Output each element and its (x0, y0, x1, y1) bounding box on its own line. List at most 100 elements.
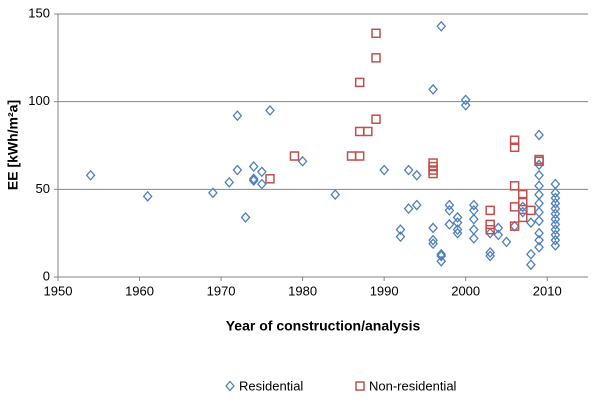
x-tick-label: 1970 (207, 283, 236, 298)
point (85, 169, 96, 181)
point (444, 218, 455, 230)
legend-label: Residential (239, 378, 303, 393)
point (452, 217, 463, 229)
point (460, 94, 471, 106)
point (395, 231, 406, 243)
point (436, 248, 447, 260)
point (411, 169, 422, 181)
point (354, 126, 365, 137)
point (468, 224, 479, 236)
point (436, 255, 447, 267)
point (534, 206, 544, 218)
point (428, 222, 438, 234)
point (534, 156, 544, 167)
point (493, 222, 504, 234)
point (534, 169, 544, 181)
point (395, 224, 406, 236)
point (534, 197, 544, 209)
point (485, 246, 496, 258)
point (526, 217, 536, 229)
point (225, 380, 235, 392)
point (330, 189, 341, 201)
point (452, 211, 463, 223)
point (379, 164, 390, 176)
point (428, 238, 438, 250)
point (534, 234, 544, 246)
point (550, 234, 561, 246)
point (248, 161, 259, 173)
x-tick-label: 1990 (370, 283, 399, 298)
point (265, 104, 275, 116)
point (509, 181, 520, 191)
point (460, 99, 471, 111)
point (485, 219, 495, 230)
x-tick-label: 1960 (125, 283, 154, 298)
point (297, 155, 308, 167)
point (509, 220, 520, 232)
point (240, 211, 251, 223)
point (526, 259, 536, 271)
point (452, 227, 463, 239)
y-axis-label: EE [kWh/m²a] (5, 100, 21, 190)
point (403, 164, 414, 176)
point (444, 204, 455, 216)
point (232, 110, 243, 122)
point (485, 250, 496, 262)
legend-label: Non-residential (369, 378, 457, 393)
point (468, 232, 479, 244)
point (518, 189, 528, 200)
point (517, 206, 528, 218)
point (371, 28, 381, 39)
point (248, 175, 259, 187)
y-tick-label: 50 (36, 181, 50, 196)
point (485, 227, 496, 239)
point (526, 248, 536, 260)
point (534, 227, 544, 239)
point (550, 208, 561, 220)
point (485, 224, 495, 235)
point (550, 213, 561, 225)
point (428, 83, 438, 95)
point (501, 236, 512, 248)
point (550, 224, 561, 236)
point (403, 203, 414, 215)
point (436, 250, 447, 262)
y-tick-label: 150 (28, 5, 50, 20)
point (232, 164, 243, 176)
y-tick-label: 100 (28, 93, 50, 108)
point (256, 166, 267, 178)
point (518, 212, 528, 223)
point (550, 218, 561, 230)
point (355, 381, 365, 391)
point (509, 221, 520, 231)
point (550, 178, 561, 190)
point (256, 178, 267, 190)
point (224, 176, 235, 188)
y-tick-label: 0 (43, 268, 50, 283)
point (371, 53, 381, 63)
point (534, 129, 544, 141)
point (444, 199, 455, 211)
point (248, 173, 259, 185)
point (493, 229, 504, 241)
x-tick-label: 2000 (451, 283, 480, 298)
x-tick-label: 2010 (533, 283, 562, 298)
point (428, 234, 438, 246)
point (534, 241, 544, 253)
x-axis-label: Year of construction/analysis (226, 318, 421, 334)
point (550, 229, 561, 241)
point (371, 114, 381, 124)
x-tick-label: 1950 (44, 283, 73, 298)
point (485, 205, 495, 216)
point (534, 215, 544, 227)
point (509, 142, 520, 153)
point (526, 205, 536, 216)
point (534, 189, 544, 201)
point (550, 192, 561, 204)
point (509, 135, 520, 145)
point (354, 151, 365, 161)
point (550, 187, 561, 199)
point (468, 199, 479, 211)
point (550, 203, 561, 215)
point (468, 213, 479, 225)
